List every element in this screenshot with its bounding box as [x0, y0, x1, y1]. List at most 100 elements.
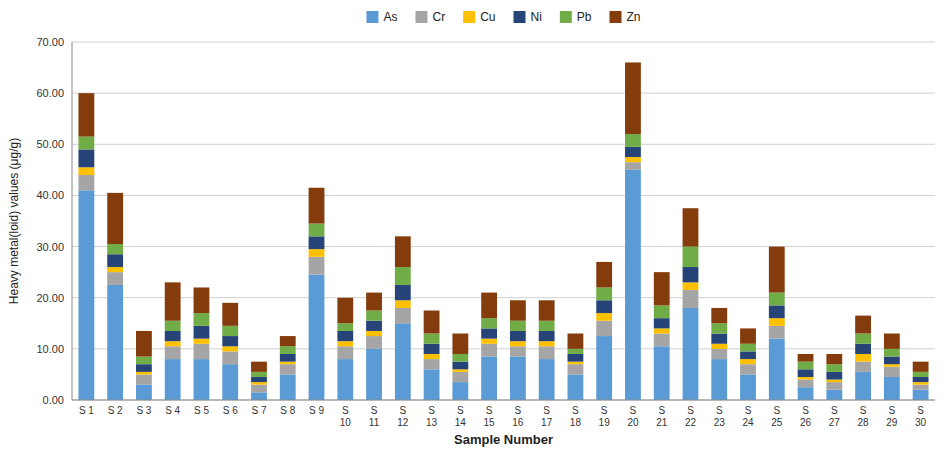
- x-axis-label: Sample Number: [454, 432, 553, 447]
- bar-segment: [222, 351, 238, 364]
- bar-segment: [855, 372, 871, 400]
- bar-segment: [510, 346, 526, 356]
- legend-swatch: [610, 11, 622, 23]
- bar-segment: [913, 382, 929, 385]
- x-tick-label: S14: [455, 405, 467, 428]
- bar-segment: [769, 293, 785, 306]
- bar-segment: [539, 321, 555, 331]
- x-tick-label: S29: [886, 405, 898, 428]
- bar-segment: [424, 354, 440, 359]
- bar-segment: [280, 374, 296, 400]
- bar-segment: [740, 344, 756, 352]
- bar-segment: [136, 331, 152, 357]
- bar-segment: [395, 267, 411, 285]
- bar-segment: [913, 372, 929, 377]
- bar-segment: [366, 321, 382, 331]
- bar-segment: [654, 334, 670, 347]
- bar-segment: [251, 372, 267, 377]
- x-tick-label: S11: [369, 405, 380, 428]
- bar-segment: [194, 339, 210, 344]
- bar-segment: [452, 369, 468, 372]
- y-tick-label: 20.00: [36, 292, 64, 304]
- bar-segment: [510, 357, 526, 400]
- bar-segment: [798, 387, 814, 400]
- bar-segment: [309, 188, 325, 224]
- bar-segment: [424, 359, 440, 369]
- bar-segment: [395, 308, 411, 323]
- bar-segment: [539, 331, 555, 341]
- legend-item: As: [366, 10, 397, 24]
- bar-segment: [424, 369, 440, 400]
- y-tick-label: 0.00: [43, 394, 64, 406]
- bar-segment: [884, 367, 900, 377]
- bar-segment: [395, 236, 411, 267]
- bar-segment: [280, 362, 296, 365]
- x-axis: [72, 400, 935, 401]
- bar-segment: [165, 359, 181, 400]
- bar-segment: [452, 362, 468, 370]
- bar-segment: [654, 318, 670, 328]
- legend-swatch: [560, 11, 572, 23]
- bar-segment: [395, 323, 411, 400]
- legend-label: Ni: [530, 10, 541, 24]
- x-tick-label: S24: [742, 405, 754, 428]
- bar-segment: [769, 339, 785, 400]
- bar-segment: [366, 331, 382, 336]
- bar-segment: [596, 336, 612, 400]
- bar-segment: [884, 357, 900, 365]
- bar-segment: [337, 359, 353, 400]
- bar-segment: [78, 137, 94, 150]
- bar-segment: [711, 334, 727, 344]
- legend-item: Pb: [560, 10, 592, 24]
- x-tick-label: S30: [915, 405, 927, 428]
- legend-label: As: [383, 10, 397, 24]
- y-tick-label: 60.00: [36, 87, 64, 99]
- bar-segment: [884, 377, 900, 400]
- bar-segment: [740, 364, 756, 374]
- bar-segment: [194, 344, 210, 359]
- bar-segment: [481, 339, 497, 344]
- bar-segment: [625, 170, 641, 400]
- bar-segment: [711, 308, 727, 323]
- bar-segment: [78, 93, 94, 136]
- bar-segment: [222, 364, 238, 400]
- bar-segment: [740, 374, 756, 400]
- bar-segment: [826, 390, 842, 400]
- bar-segment: [769, 318, 785, 326]
- x-tick-label: S12: [397, 405, 409, 428]
- grid-line: [72, 93, 935, 94]
- bar-segment: [798, 380, 814, 388]
- grid: [72, 42, 935, 400]
- bar-segment: [251, 362, 267, 372]
- bar-segment: [683, 267, 699, 282]
- bar-segment: [798, 377, 814, 380]
- bar-segment: [568, 349, 584, 354]
- bar-segment: [683, 282, 699, 290]
- grid-line: [72, 144, 935, 145]
- bar-segment: [625, 134, 641, 147]
- chart: 0.0010.0020.0030.0040.0050.0060.0070.00S…: [0, 0, 949, 454]
- legend-item: Cr: [415, 10, 445, 24]
- y-axis-label: Heavy metal(loid) values (μg/g): [7, 138, 21, 304]
- bar-segment: [654, 328, 670, 333]
- x-tick-label: S23: [714, 405, 726, 428]
- bar-segment: [251, 377, 267, 382]
- bar-segment: [711, 344, 727, 349]
- grid-line: [72, 400, 935, 401]
- bar-segment: [194, 287, 210, 313]
- x-tick-label: S13: [426, 405, 438, 428]
- y-tick-label: 10.00: [36, 343, 64, 355]
- x-tick-label: S15: [484, 405, 496, 428]
- bar-segment: [280, 364, 296, 374]
- bar-segment: [798, 362, 814, 370]
- bar-segment: [366, 311, 382, 321]
- legend-label: Cu: [480, 10, 495, 24]
- bar-segment: [107, 254, 123, 267]
- x-tick-label: S 6: [223, 405, 238, 416]
- bar-segment: [136, 372, 152, 375]
- x-tick-label: S 5: [194, 405, 209, 416]
- bar-segment: [107, 285, 123, 400]
- bars: [78, 62, 928, 400]
- x-tick-label: S 7: [251, 405, 266, 416]
- bar-segment: [596, 262, 612, 288]
